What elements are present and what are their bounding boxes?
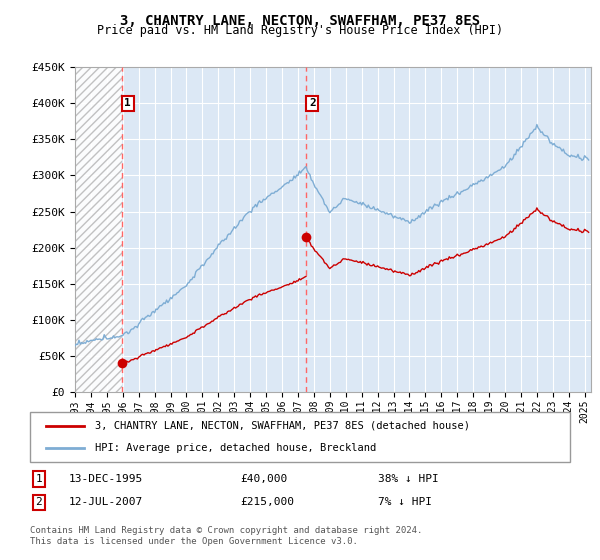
Text: 3, CHANTRY LANE, NECTON, SWAFFHAM, PE37 8ES (detached house): 3, CHANTRY LANE, NECTON, SWAFFHAM, PE37 … [95, 421, 470, 431]
3, CHANTRY LANE, NECTON, SWAFFHAM, PE37 8ES (detached house) [311, 248, 319, 255]
Text: 1: 1 [124, 99, 131, 108]
HPI: Average price, detached house, Breckland: (2.02e+03, 3.6e+05): Average price, detached house, Breckland… [539, 128, 546, 135]
HPI: Average price, detached house, Breckland: (2.01e+03, 2.59e+05): Average price, detached house, Breckland… [322, 202, 329, 209]
Text: 3, CHANTRY LANE, NECTON, SWAFFHAM, PE37 8ES: 3, CHANTRY LANE, NECTON, SWAFFHAM, PE37 … [120, 14, 480, 28]
3, CHANTRY LANE, NECTON, SWAFFHAM, PE37 8ES (detached house) [533, 204, 541, 211]
Text: HPI: Average price, detached house, Breckland: HPI: Average price, detached house, Brec… [95, 443, 376, 453]
Line: HPI: Average price, detached house, Breckland: HPI: Average price, detached house, Brec… [75, 124, 589, 346]
3, CHANTRY LANE, NECTON, SWAFFHAM, PE37 8ES (detached house) [379, 264, 386, 271]
HPI: Average price, detached house, Breckland: (2.01e+03, 2.94e+05): Average price, detached house, Breckland… [308, 176, 315, 183]
3, CHANTRY LANE, NECTON, SWAFFHAM, PE37 8ES (detached house) [406, 273, 413, 279]
Text: Price paid vs. HM Land Registry's House Price Index (HPI): Price paid vs. HM Land Registry's House … [97, 24, 503, 36]
FancyBboxPatch shape [30, 412, 570, 462]
HPI: Average price, detached house, Breckland: (2.02e+03, 3.71e+05): Average price, detached house, Breckland… [533, 121, 541, 128]
3, CHANTRY LANE, NECTON, SWAFFHAM, PE37 8ES (detached house) [304, 236, 311, 243]
Text: £40,000: £40,000 [240, 474, 287, 484]
Line: 3, CHANTRY LANE, NECTON, SWAFFHAM, PE37 8ES (detached house): 3, CHANTRY LANE, NECTON, SWAFFHAM, PE37 … [307, 208, 589, 276]
Text: 2: 2 [35, 497, 43, 507]
Text: 1: 1 [35, 474, 43, 484]
3, CHANTRY LANE, NECTON, SWAFFHAM, PE37 8ES (detached house) [355, 259, 362, 266]
3, CHANTRY LANE, NECTON, SWAFFHAM, PE37 8ES (detached house) [585, 229, 592, 236]
Text: 12-JUL-2007: 12-JUL-2007 [69, 497, 143, 507]
Bar [75, 67, 122, 392]
HPI: Average price, detached house, Breckland: (2.01e+03, 2.67e+05): Average price, detached house, Breckland… [320, 196, 327, 203]
3, CHANTRY LANE, NECTON, SWAFFHAM, PE37 8ES (detached house) [445, 256, 452, 263]
Text: 13-DEC-1995: 13-DEC-1995 [69, 474, 143, 484]
3, CHANTRY LANE, NECTON, SWAFFHAM, PE37 8ES (detached house) [368, 262, 376, 269]
HPI: Average price, detached house, Breckland: (1.99e+03, 6.38e+04): Average price, detached house, Breckland… [71, 343, 79, 349]
HPI: Average price, detached house, Breckland: (2.03e+03, 3.21e+05): Average price, detached house, Breckland… [585, 157, 592, 164]
3, CHANTRY LANE, NECTON, SWAFFHAM, PE37 8ES (detached house) [401, 270, 408, 277]
Text: 38% ↓ HPI: 38% ↓ HPI [378, 474, 439, 484]
Text: 7% ↓ HPI: 7% ↓ HPI [378, 497, 432, 507]
Text: Contains HM Land Registry data © Crown copyright and database right 2024.
This d: Contains HM Land Registry data © Crown c… [30, 526, 422, 546]
HPI: Average price, detached house, Breckland: (2.02e+03, 3.64e+05): Average price, detached house, Breckland… [532, 126, 539, 133]
HPI: Average price, detached house, Breckland: (2e+03, 1.7e+05): Average price, detached house, Breckland… [195, 266, 202, 273]
Text: £215,000: £215,000 [240, 497, 294, 507]
Text: 2: 2 [309, 99, 316, 108]
